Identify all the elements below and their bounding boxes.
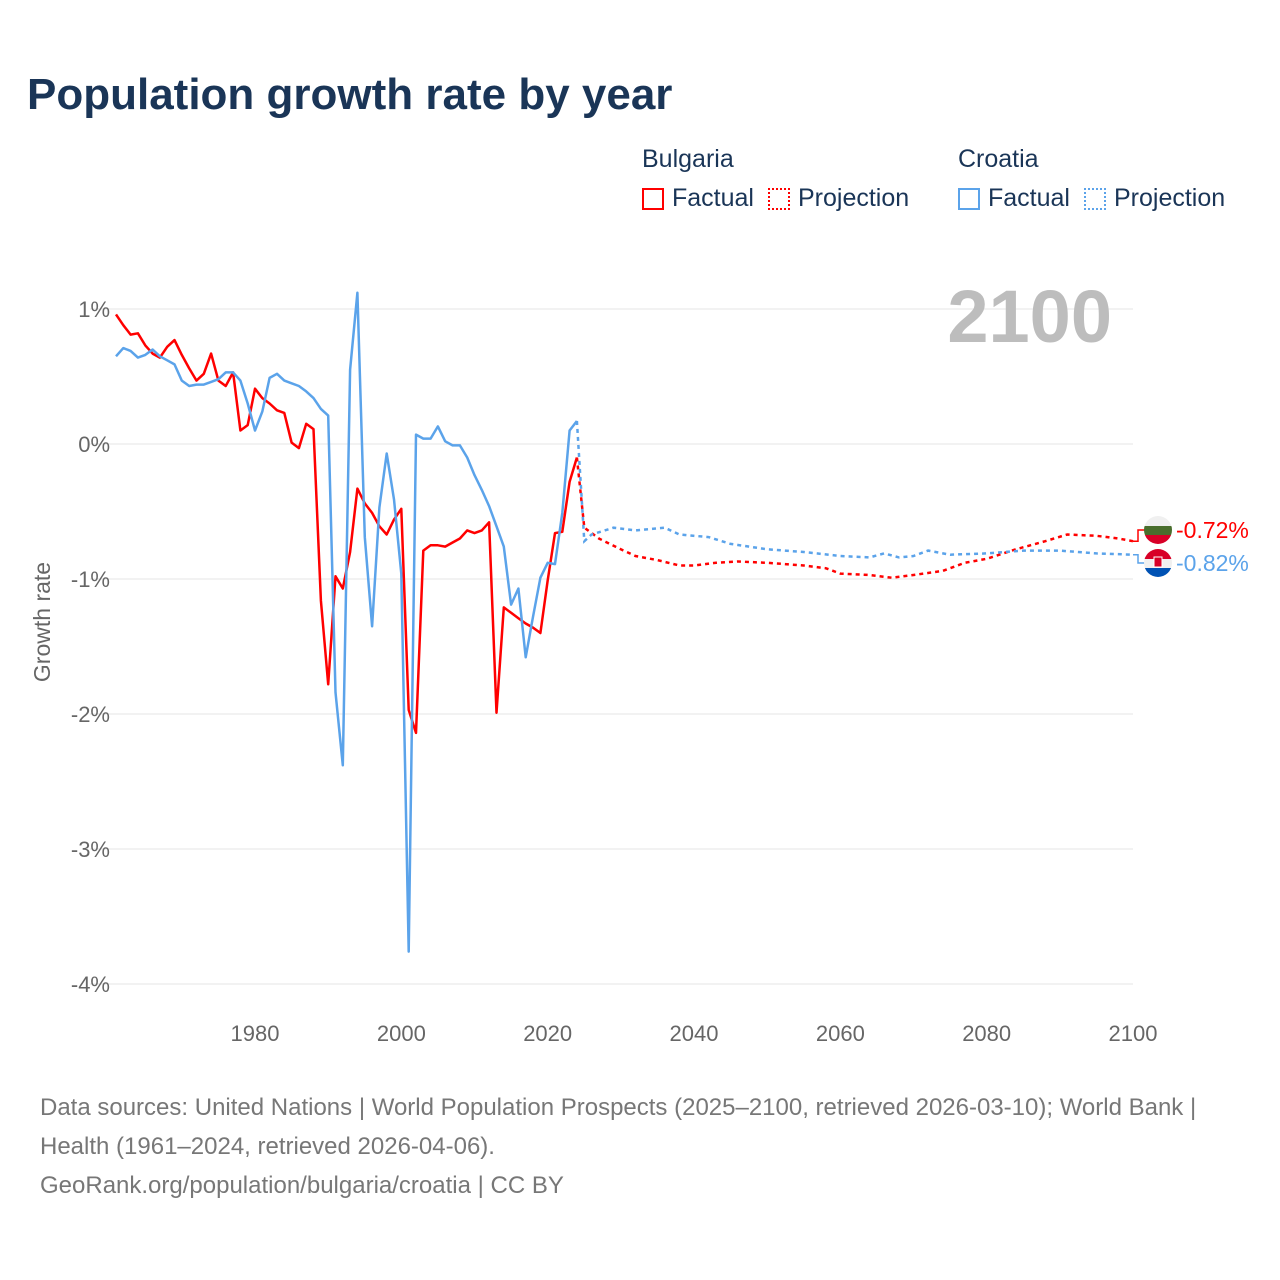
x-tick-label: 2040: [670, 1021, 719, 1046]
legend-label: Factual: [988, 184, 1070, 212]
y-tick-label: -4%: [71, 972, 110, 997]
footer: Data sources: United Nations | World Pop…: [40, 1088, 1240, 1205]
legend-swatch-dotted: [1083, 187, 1106, 210]
end-label-connector: [1133, 529, 1145, 542]
bulgaria-flag-icon: [1144, 516, 1172, 544]
end-label-connector: [1133, 553, 1145, 564]
year-watermark: 2100: [947, 275, 1112, 358]
legend-swatch-dotted: [767, 187, 790, 210]
legend-item-croatia-projection[interactable]: Projection: [1083, 184, 1226, 213]
x-tick-label: 1980: [231, 1021, 280, 1046]
y-tick-label: 1%: [78, 297, 110, 322]
x-tick-label: 2080: [962, 1021, 1011, 1046]
legend-item-croatia-factual[interactable]: Factual: [958, 184, 1070, 213]
attribution-link[interactable]: GeoRank.org/population/bulgaria/croatia …: [40, 1172, 564, 1199]
legend-group-bulgaria: Bulgaria Factual Projection: [642, 145, 923, 217]
legend-swatch-solid: [642, 187, 664, 210]
legend-label: Projection: [1113, 184, 1226, 212]
x-tick-label: 2100: [1109, 1021, 1158, 1046]
y-tick-label: 0%: [78, 432, 110, 457]
bulgaria-projection-line: [575, 457, 1134, 579]
data-sources: Data sources: United Nations | World Pop…: [40, 1094, 1197, 1160]
x-tick-label: 2020: [523, 1021, 572, 1046]
legend-group-name: Bulgaria: [642, 145, 734, 173]
x-tick-label: 2060: [816, 1021, 865, 1046]
y-tick-label: -3%: [71, 837, 110, 862]
legend-item-bulgaria-factual[interactable]: Factual: [642, 184, 754, 213]
end-labels: -0.72% -0.82%: [1133, 516, 1249, 577]
legend-label: Factual: [672, 184, 754, 212]
y-axis-label: Growth rate: [29, 562, 55, 682]
legend-label: Projection: [797, 184, 910, 212]
y-tick-label: -1%: [71, 567, 110, 592]
y-tick-label: -2%: [71, 702, 110, 727]
legend-item-bulgaria-projection[interactable]: Projection: [767, 184, 910, 213]
legend-swatch-solid: [958, 187, 980, 210]
legend-group-croatia: Croatia Factual Projection: [958, 145, 1239, 217]
croatia-factual-line: [115, 291, 578, 953]
gridlines: 1% 0% -1% -2% -3% -4% 1980 2000 2020 2040 2060 2080…: [71, 297, 1158, 1046]
x-tick-label: 2000: [377, 1021, 426, 1046]
bulgaria-end-value: -0.72%: [1176, 517, 1249, 543]
series-lines: [114, 291, 1134, 953]
legend-group-name: Croatia: [958, 145, 1039, 173]
chart-title: Population growth rate by year: [27, 70, 673, 119]
croatia-flag-icon: [1144, 549, 1172, 577]
croatia-end-value: -0.82%: [1176, 550, 1249, 576]
croatia-projection-line: [575, 420, 1134, 559]
